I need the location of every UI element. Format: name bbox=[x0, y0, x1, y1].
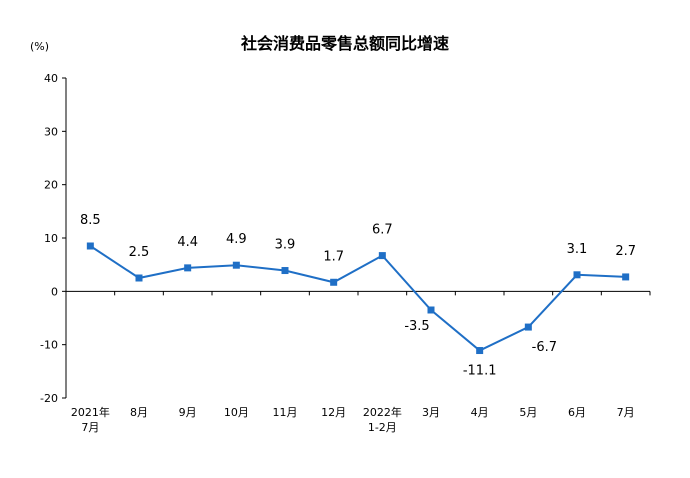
data-label: 6.7 bbox=[372, 223, 393, 238]
data-label: 4.9 bbox=[226, 232, 247, 247]
y-tick-label: 30 bbox=[44, 125, 58, 138]
data-point bbox=[524, 323, 532, 331]
x-tick-label: 10月 bbox=[224, 406, 249, 419]
y-tick-label: 40 bbox=[44, 72, 58, 85]
data-label: 1.7 bbox=[323, 249, 344, 264]
x-tick-label: 7月 bbox=[617, 406, 635, 419]
x-tick-label: 12月 bbox=[321, 406, 346, 419]
y-tick-label: 0 bbox=[51, 285, 58, 298]
data-point bbox=[281, 267, 289, 275]
x-tick-label: 2022年 1-2月 bbox=[363, 405, 402, 434]
y-tick-label: -10 bbox=[40, 339, 58, 352]
data-label: 4.4 bbox=[177, 235, 198, 250]
x-tick-label: 8月 bbox=[130, 406, 148, 419]
data-label: 8.5 bbox=[80, 213, 101, 228]
data-label: -3.5 bbox=[404, 319, 429, 334]
x-tick-label: 2021年 7月 bbox=[71, 405, 110, 434]
x-tick-label: 11月 bbox=[273, 406, 298, 419]
x-tick-label: 9月 bbox=[179, 406, 197, 419]
series-line bbox=[89, 245, 626, 352]
data-point bbox=[135, 274, 143, 282]
x-tick-label: 5月 bbox=[519, 406, 537, 419]
data-label: 3.1 bbox=[567, 242, 588, 257]
data-point bbox=[573, 271, 581, 279]
y-tick-label: -20 bbox=[40, 392, 58, 405]
y-tick-label: 20 bbox=[44, 179, 58, 192]
x-tick-label: 6月 bbox=[568, 406, 586, 419]
data-label: -6.7 bbox=[532, 340, 557, 355]
data-point bbox=[86, 242, 94, 250]
data-point bbox=[622, 273, 630, 281]
chart-title: 社会消费品零售总额同比增速 bbox=[240, 34, 449, 53]
data-point bbox=[184, 264, 192, 272]
data-label: 2.7 bbox=[615, 244, 636, 259]
data-point bbox=[232, 261, 240, 269]
data-point bbox=[427, 306, 435, 314]
data-label: -11.1 bbox=[463, 364, 497, 379]
data-point bbox=[330, 278, 338, 286]
data-label: 3.9 bbox=[275, 238, 296, 253]
data-label: 2.5 bbox=[129, 245, 150, 260]
x-tick-label: 3月 bbox=[422, 406, 440, 419]
x-tick-label: 4月 bbox=[471, 406, 489, 419]
y-axis-unit: (%) bbox=[30, 40, 50, 53]
data-point bbox=[476, 347, 484, 355]
data-point bbox=[378, 252, 386, 260]
y-tick-label: 10 bbox=[44, 232, 58, 245]
